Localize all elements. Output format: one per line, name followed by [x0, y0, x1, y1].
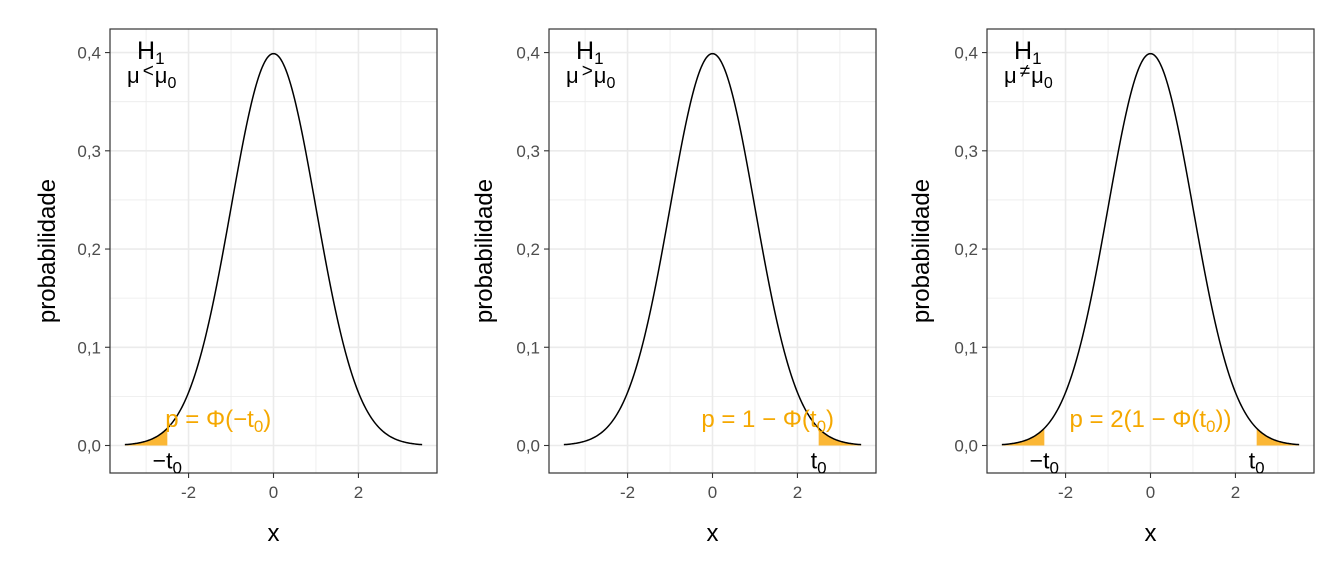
threshold-label: −t0	[153, 447, 182, 477]
threshold-label: t0	[811, 447, 827, 477]
y-tick-label: 0,3	[954, 142, 978, 161]
x-tick-label: -2	[1058, 483, 1073, 502]
y-tick-label: 0,1	[516, 338, 540, 357]
x-tick-label: 0	[708, 483, 717, 502]
shaded-tail-area	[818, 428, 862, 446]
x-tick-label: -2	[181, 483, 196, 502]
hypothesis-condition: μ >μ0	[566, 61, 615, 92]
y-axis-title: probabilidade	[908, 179, 935, 323]
shaded-tail-area	[124, 428, 168, 446]
y-tick-label: 0,4	[77, 44, 101, 63]
y-tick-label: 0,3	[77, 142, 101, 161]
y-tick-label: 0,2	[77, 240, 101, 259]
y-tick-label: 0,2	[954, 240, 978, 259]
x-axis-title: x	[707, 520, 719, 547]
x-tick-label: 0	[1146, 483, 1155, 502]
hypothesis-condition: μ ≠μ0	[1004, 61, 1053, 92]
panel-left-tail: 0,0 0,1 0,2 0,3 0,4 -2 0 2 H1μ <μ0 −t0 p = Φ(−t0) p…	[34, 28, 438, 547]
density-curve	[1001, 52, 1300, 446]
hypothesis-condition: μ <μ0	[127, 61, 176, 92]
density-curve	[563, 52, 862, 446]
threshold-label: −t0	[1030, 447, 1059, 477]
hypothesis-label: H1	[137, 37, 165, 68]
p-value-label: p = Φ(−t0)	[165, 406, 271, 436]
y-tick-label: 0,3	[516, 142, 540, 161]
y-tick-label: 0,4	[954, 44, 978, 63]
y-tick-label: 0,0	[954, 436, 978, 455]
y-tick-label: 0,1	[954, 338, 978, 357]
y-axis-title: probabilidade	[34, 179, 61, 323]
p-value-label: p = 1 − Φ(t0)	[701, 406, 834, 436]
x-tick-label: -2	[620, 483, 635, 502]
shaded-tail-area	[1256, 428, 1300, 446]
y-tick-label: 0,1	[77, 338, 101, 357]
y-tick-label: 0,0	[77, 436, 101, 455]
y-tick-label: 0,4	[516, 44, 540, 63]
x-tick-label: 2	[793, 483, 802, 502]
hypothesis-label: H1	[1014, 37, 1042, 68]
x-axis-title: x	[268, 520, 280, 547]
hypothesis-label: H1	[576, 37, 604, 68]
x-tick-label: 2	[354, 483, 363, 502]
panel-two-tailed: 0,0 0,1 0,2 0,3 0,4 -2 0 2 H1μ ≠μ0 −t0 t0 p = 2(1 − …	[908, 28, 1315, 547]
y-tick-label: 0,0	[516, 436, 540, 455]
x-tick-label: 0	[269, 483, 278, 502]
p-value-label: p = 2(1 − Φ(t0))	[1070, 406, 1232, 436]
panel-right-tail: 0,0 0,1 0,2 0,3 0,4 -2 0 2 H1μ >μ0 t0 p = 1 − Φ(t0)…	[471, 28, 877, 547]
x-axis-title: x	[1145, 520, 1157, 547]
y-axis-title: probabilidade	[471, 179, 498, 323]
y-tick-label: 0,2	[516, 240, 540, 259]
x-tick-label: 2	[1231, 483, 1240, 502]
threshold-label: t0	[1249, 447, 1265, 477]
shaded-tail-area	[1001, 428, 1045, 446]
density-curve	[124, 52, 423, 446]
